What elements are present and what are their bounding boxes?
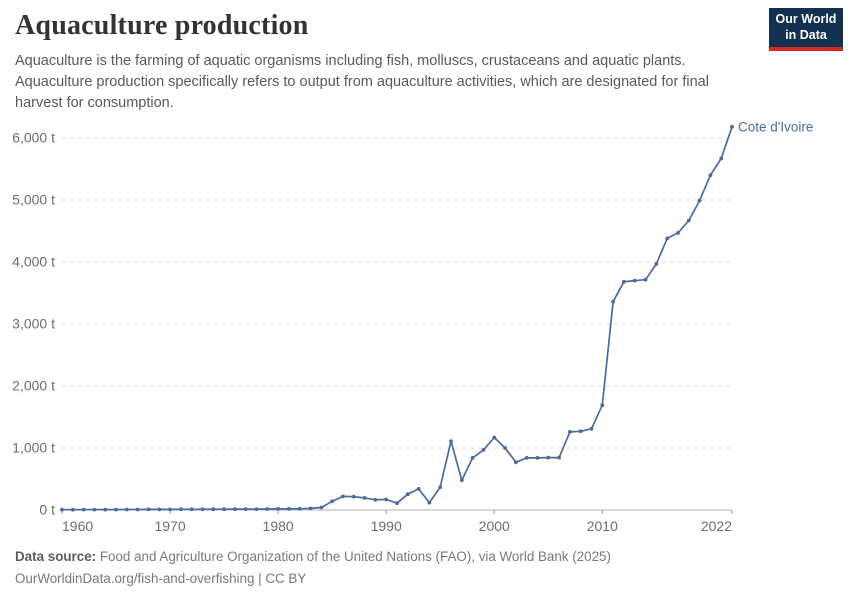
data-point[interactable] xyxy=(449,439,453,444)
data-point[interactable] xyxy=(697,198,702,203)
data-point[interactable] xyxy=(524,456,529,460)
data-point[interactable] xyxy=(211,507,216,512)
x-axis-tick-label: 2010 xyxy=(587,518,618,534)
data-point[interactable] xyxy=(438,485,443,489)
chart-header: Aquaculture production Aquaculture is th… xyxy=(15,10,835,114)
data-point[interactable] xyxy=(622,279,626,284)
page-title: Aquaculture production xyxy=(15,10,309,41)
data-point[interactable] xyxy=(254,507,259,511)
data-point[interactable] xyxy=(297,506,302,511)
y-axis-tick-label: 6,000 t xyxy=(12,130,55,146)
data-point[interactable] xyxy=(395,501,399,506)
data-point[interactable] xyxy=(535,456,540,460)
data-source-text: Food and Agriculture Organization of the… xyxy=(96,549,611,564)
data-point[interactable] xyxy=(632,278,637,283)
data-point[interactable] xyxy=(373,497,378,502)
data-point[interactable] xyxy=(189,507,194,512)
data-point[interactable] xyxy=(546,455,551,460)
data-point[interactable] xyxy=(719,156,724,161)
y-axis-tick-label: 5,000 t xyxy=(12,192,55,208)
y-axis-tick-label: 4,000 t xyxy=(12,254,55,270)
data-source-line: Data source: Food and Agriculture Organi… xyxy=(15,546,835,568)
data-point[interactable] xyxy=(351,494,356,499)
data-point[interactable] xyxy=(330,499,335,504)
license-line: OurWorldinData.org/fish-and-overfishing … xyxy=(15,568,835,590)
data-point[interactable] xyxy=(600,403,605,408)
owid-logo-line2: in Data xyxy=(785,27,827,42)
data-point[interactable] xyxy=(341,494,345,499)
data-point[interactable] xyxy=(643,277,648,282)
data-point[interactable] xyxy=(686,218,691,223)
x-axis-tick-label: 2000 xyxy=(479,518,510,534)
footer-separator: | xyxy=(254,570,266,586)
license-label: CC BY xyxy=(265,570,307,586)
data-point[interactable] xyxy=(124,507,129,512)
data-point[interactable] xyxy=(157,507,162,512)
data-point[interactable] xyxy=(92,507,97,512)
data-point[interactable] xyxy=(276,507,280,511)
data-point[interactable] xyxy=(481,448,486,452)
x-axis-tick-label: 1970 xyxy=(154,518,185,534)
data-point[interactable] xyxy=(70,507,75,512)
x-axis-tick-label: 1990 xyxy=(371,518,402,534)
data-point[interactable] xyxy=(557,455,561,460)
data-point[interactable] xyxy=(81,507,86,512)
data-point[interactable] xyxy=(362,496,367,500)
data-point[interactable] xyxy=(200,507,205,512)
data-point[interactable] xyxy=(676,231,680,235)
data-point[interactable] xyxy=(492,435,497,440)
x-axis-tick-label: 1980 xyxy=(263,518,294,534)
chart-subtitle: Aquaculture is the farming of aquatic or… xyxy=(15,53,709,112)
data-point[interactable] xyxy=(233,507,237,511)
data-point[interactable] xyxy=(135,507,140,512)
data-point[interactable] xyxy=(114,507,118,512)
data-point[interactable] xyxy=(459,478,464,483)
x-axis-tick-label: 2022 xyxy=(701,518,732,534)
y-axis-tick-label: 1,000 t xyxy=(12,440,55,456)
data-point[interactable] xyxy=(589,426,594,431)
data-point[interactable] xyxy=(319,505,324,510)
data-point[interactable] xyxy=(503,446,507,450)
data-point[interactable] xyxy=(265,507,270,511)
data-point[interactable] xyxy=(654,262,659,266)
data-point[interactable] xyxy=(168,507,173,512)
entity-label: Cote d'Ivoire xyxy=(738,119,813,134)
data-point[interactable] xyxy=(308,506,313,511)
data-point[interactable] xyxy=(103,507,108,512)
x-axis-tick-label: 1960 xyxy=(62,518,93,534)
data-point[interactable] xyxy=(514,460,518,465)
data-point[interactable] xyxy=(730,124,734,129)
data-source-label: Data source: xyxy=(15,549,97,564)
owid-logo[interactable]: Our World in Data xyxy=(769,8,843,51)
data-point[interactable] xyxy=(470,456,475,460)
y-axis-tick-label: 2,000 t xyxy=(12,378,55,394)
data-point[interactable] xyxy=(665,236,670,241)
data-point[interactable] xyxy=(60,507,64,512)
data-point[interactable] xyxy=(405,492,410,497)
data-point[interactable] xyxy=(611,299,615,304)
data-line[interactable] xyxy=(61,125,733,511)
chart-footer: Data source: Food and Agriculture Organi… xyxy=(15,546,835,590)
data-point[interactable] xyxy=(222,507,227,512)
y-axis-tick-label: 3,000 t xyxy=(12,316,55,332)
data-point[interactable] xyxy=(578,429,583,434)
data-point[interactable] xyxy=(243,507,248,511)
owid-url-link[interactable]: OurWorldinData.org/fish-and-overfishing xyxy=(15,570,255,586)
data-point[interactable] xyxy=(146,507,151,512)
data-point[interactable] xyxy=(416,487,421,491)
data-point[interactable] xyxy=(427,500,432,505)
data-point[interactable] xyxy=(708,173,713,178)
data-point[interactable] xyxy=(384,497,389,502)
y-axis-tick-label: 0 t xyxy=(39,502,55,518)
owid-logo-line1: Our World xyxy=(775,11,837,26)
data-point[interactable] xyxy=(568,430,572,434)
data-point[interactable] xyxy=(287,507,291,511)
data-point[interactable] xyxy=(179,507,183,512)
